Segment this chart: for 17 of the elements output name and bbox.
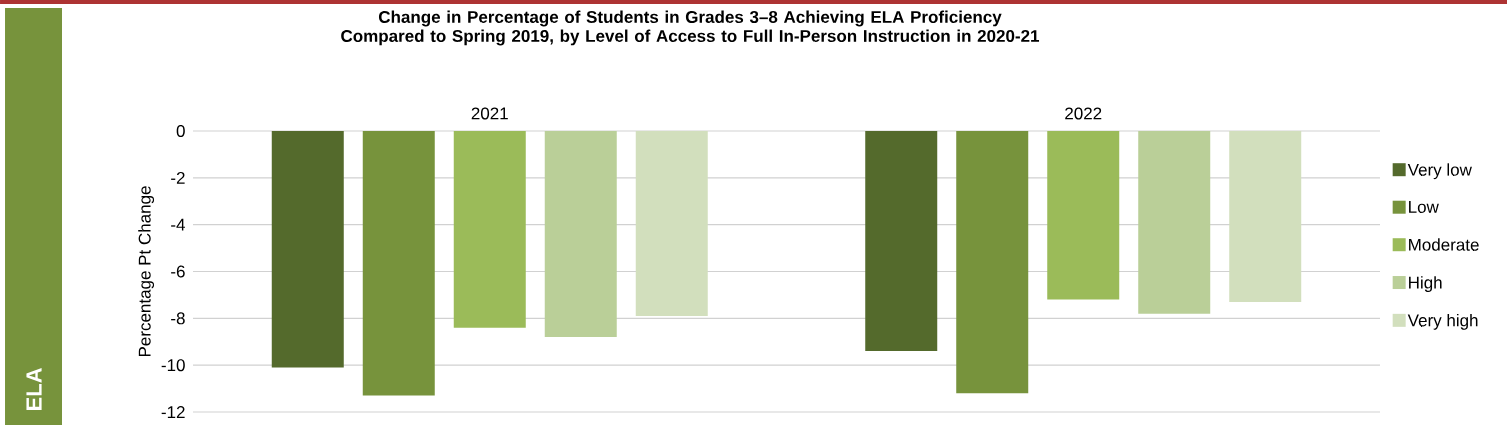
chart-title: Change in Percentage of Students in Grades 3–8 Achieving ELA Proficiency Compared to Spring 2019, by Level of Access to Full In-Person Instruction in 2020-21 bbox=[341, 10, 1040, 46]
legend-label: Low bbox=[1409, 201, 1439, 213]
y-tick-label: -2 bbox=[171, 171, 185, 184]
y-tick-label: -4 bbox=[171, 218, 185, 231]
legend-label: Moderate bbox=[1409, 238, 1479, 251]
y-tick-label: -12 bbox=[161, 406, 185, 418]
y-axis-title: Percentage Pt Change bbox=[138, 186, 155, 357]
x-tick-label: 2022 bbox=[1065, 107, 1102, 120]
legend-label: Very low bbox=[1407, 163, 1472, 180]
x-tick-label: 2021 bbox=[471, 107, 508, 120]
y-tick-label: 0 bbox=[176, 124, 185, 138]
text: ELA bbox=[26, 368, 42, 410]
y-tick-label: -6 bbox=[171, 265, 185, 278]
legend-label: High bbox=[1409, 276, 1442, 292]
y-tick-label: -8 bbox=[171, 312, 185, 325]
y-tick-label: -10 bbox=[161, 359, 185, 372]
legend-label: Very high bbox=[1407, 313, 1478, 330]
